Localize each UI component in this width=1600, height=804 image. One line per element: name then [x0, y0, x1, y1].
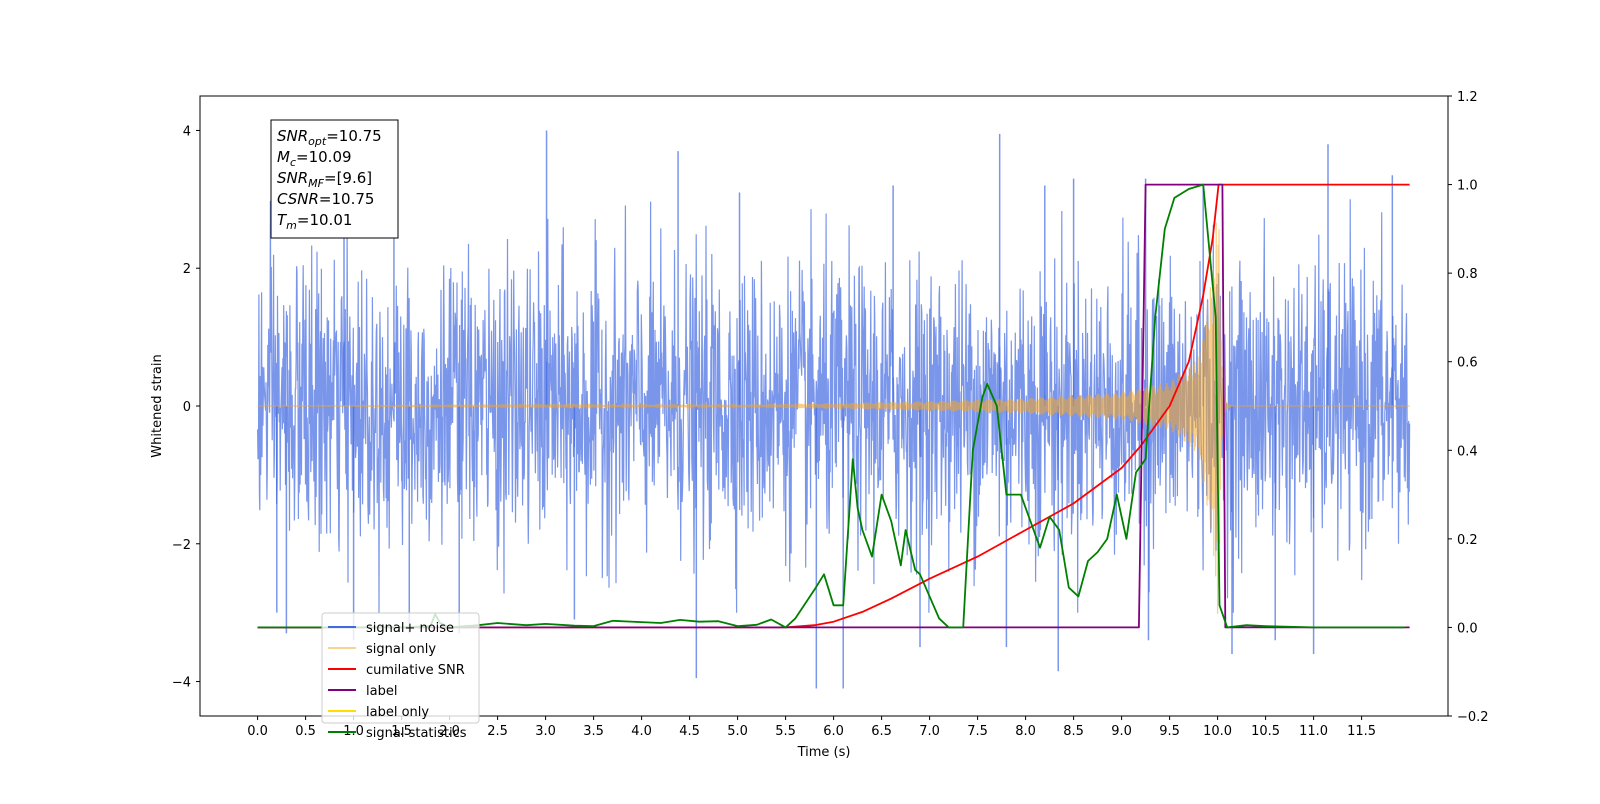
y-axis-label: Whitened strain — [150, 354, 165, 457]
x-tick-label: 0.5 — [295, 724, 316, 739]
legend-entry: signal+ noise — [328, 621, 454, 636]
legend-label: label only — [366, 705, 429, 720]
x-tick-label: 9.0 — [1111, 724, 1132, 739]
y-axis-right: −0.2 0.0 0.2 0.4 0.6 0.8 1.0 1.2 — [1448, 90, 1489, 725]
legend-label: signal+ noise — [366, 621, 454, 636]
x-tick-label: 4.5 — [679, 724, 700, 739]
annotation-line: SNRopt=10.75 — [277, 127, 382, 148]
annotation-line: Mc=10.09 — [277, 148, 352, 169]
x-tick-label: 6.5 — [871, 724, 892, 739]
x-tick-label: 3.0 — [535, 724, 556, 739]
x-tick-label: 7.5 — [967, 724, 988, 739]
x-tick-label: 8.0 — [1015, 724, 1036, 739]
x-tick-label: 5.0 — [727, 724, 748, 739]
legend-label: label — [366, 684, 397, 699]
legend-label: signal only — [366, 642, 436, 657]
legend: signal+ noise signal only cumilative SNR la… — [321, 612, 480, 741]
series-signal-only — [257, 222, 1410, 614]
annotation-box: SNRopt=10.75Mc=10.09SNRMF=[9.6]CSNR=10.7… — [270, 119, 399, 239]
x-tick-label: 2.5 — [487, 724, 508, 739]
y2-tick-label: 0.4 — [1457, 444, 1478, 459]
legend-entry: signal only — [328, 642, 436, 657]
legend-entry: signal statistics — [328, 726, 467, 741]
annotation-line: CSNR=10.75 — [277, 190, 374, 208]
y-tick-label: 0 — [183, 400, 191, 415]
x-tick-label: 8.5 — [1063, 724, 1084, 739]
x-tick-label: 9.5 — [1159, 724, 1180, 739]
x-tick-label: 7.0 — [919, 724, 940, 739]
y-axis-left: −4 −2 0 2 4 — [172, 124, 200, 691]
y-tick-label: −2 — [172, 538, 191, 553]
y2-tick-label: 0.0 — [1457, 621, 1478, 636]
x-tick-label: 10.5 — [1251, 724, 1280, 739]
legend-label: cumilative SNR — [366, 663, 465, 678]
legend-entry: cumilative SNR — [328, 663, 465, 678]
y-tick-label: −4 — [172, 676, 191, 691]
x-tick-label: 11.5 — [1347, 724, 1376, 739]
y2-tick-label: 0.8 — [1457, 267, 1478, 282]
y2-tick-label: 1.2 — [1457, 90, 1478, 105]
series-layer — [257, 130, 1411, 689]
annotation-line: SNRMF=[9.6] — [277, 169, 372, 190]
legend-entry: label — [328, 684, 397, 699]
y2-tick-label: 0.2 — [1457, 533, 1478, 548]
y2-tick-label: 1.0 — [1457, 179, 1478, 194]
x-tick-label: 2.0 — [439, 724, 460, 739]
x-tick-label: 6.0 — [823, 724, 844, 739]
x-axis-label: Time (s) — [797, 745, 851, 760]
x-tick-label: 0.0 — [247, 724, 268, 739]
x-tick-label: 3.5 — [583, 724, 604, 739]
y-tick-label: 4 — [183, 124, 191, 139]
x-tick-label: 11.0 — [1299, 724, 1328, 739]
x-tick-label: 10.0 — [1203, 724, 1232, 739]
y2-tick-label: −0.2 — [1457, 710, 1489, 725]
x-tick-label: 4.0 — [631, 724, 652, 739]
y2-tick-label: 0.6 — [1457, 356, 1478, 371]
x-tick-label: 5.5 — [775, 724, 796, 739]
legend-label: signal statistics — [366, 726, 467, 741]
annotation-line: Tm=10.01 — [277, 211, 352, 232]
legend-entry: label only — [328, 705, 429, 720]
y-tick-label: 2 — [183, 262, 191, 277]
series-label — [257, 183, 1410, 629]
series-signal-statistics — [257, 183, 1405, 629]
x-tick-label: 1.5 — [391, 724, 412, 739]
